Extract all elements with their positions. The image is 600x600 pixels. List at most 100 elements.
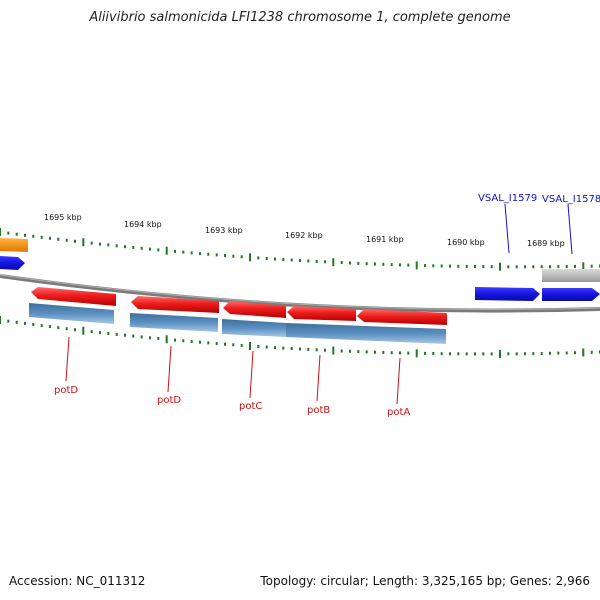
minor-tick: [557, 351, 560, 355]
minor-tick: [424, 264, 426, 268]
minor-tick: [157, 248, 160, 252]
minor-tick: [224, 254, 226, 257]
leader-potd-2: [167, 345, 172, 393]
minor-tick: [374, 262, 376, 266]
minor-tick: [307, 259, 310, 263]
minor-tick: [232, 343, 235, 347]
grey-gene-feature[interactable]: [542, 269, 600, 282]
gene-track-bar-4[interactable]: [286, 323, 446, 344]
minor-tick: [282, 346, 285, 350]
minor-tick: [540, 352, 543, 355]
minor-tick: [190, 251, 193, 255]
minor-tick: [74, 239, 76, 243]
minor-tick: [7, 231, 10, 235]
major-tick: [249, 253, 251, 262]
leader-potd-1: [65, 336, 70, 382]
gene-potb[interactable]: [287, 306, 356, 321]
minor-tick: [240, 255, 243, 259]
minor-tick: [515, 352, 518, 356]
genome-summary: Topology: circular; Length: 3,325,165 bp…: [260, 574, 590, 588]
minor-tick: [532, 265, 535, 269]
minor-tick: [107, 243, 110, 247]
minor-tick: [132, 334, 135, 338]
minor-tick: [482, 352, 485, 356]
minor-tick: [124, 245, 126, 249]
major-tick: [415, 261, 418, 270]
gene-pota[interactable]: [357, 309, 447, 325]
minor-tick: [324, 348, 326, 352]
minor-tick: [124, 333, 126, 337]
minor-tick: [365, 350, 368, 354]
minor-tick: [424, 351, 426, 355]
minor-tick: [524, 352, 526, 356]
major-tick: [582, 348, 585, 357]
minor-tick: [565, 351, 568, 355]
minor-tick: [7, 319, 10, 323]
minor-tick: [557, 265, 560, 269]
kbp-label: 1695 kbp: [44, 213, 82, 222]
gene-potd-1[interactable]: [31, 287, 116, 306]
minor-tick: [99, 242, 101, 246]
gene-label-potd-2: potD: [157, 395, 181, 406]
leader-pota: [396, 357, 401, 405]
gene-track-bar-1[interactable]: [29, 303, 114, 324]
leader-potb: [316, 354, 321, 402]
minor-tick: [207, 252, 210, 256]
minor-tick: [240, 343, 243, 347]
minor-tick: [282, 258, 285, 261]
minor-tick: [549, 351, 551, 355]
minor-tick: [199, 340, 201, 344]
minor-tick: [232, 254, 235, 258]
gene-potc[interactable]: [223, 301, 286, 318]
major-tick: [415, 349, 418, 358]
kbp-label: 1693 kbp: [205, 226, 243, 235]
orange-gene-feature[interactable]: [0, 238, 28, 252]
minor-tick: [474, 265, 476, 268]
minor-tick: [590, 350, 593, 354]
gene-label-vsal-i1579: VSAL_I1579: [478, 193, 537, 204]
minor-tick: [482, 265, 485, 269]
gene-label-potd-1: potD: [54, 385, 78, 396]
minor-tick: [457, 264, 460, 268]
minor-tick: [190, 340, 193, 343]
gene-track-bar-2[interactable]: [130, 313, 218, 332]
major-tick: [165, 246, 168, 255]
minor-tick: [149, 247, 151, 251]
minor-tick: [299, 347, 301, 351]
minor-tick: [157, 337, 160, 340]
minor-tick: [399, 351, 401, 355]
minor-tick: [274, 257, 276, 261]
minor-tick: [274, 346, 276, 350]
minor-tick: [65, 238, 68, 242]
minor-tick: [432, 352, 435, 355]
gene-label-potc: potC: [239, 401, 262, 412]
minor-tick: [182, 250, 185, 254]
minor-tick: [257, 345, 260, 348]
leader-vsal-i1578: [567, 203, 573, 255]
kbp-label: 1694 kbp: [124, 220, 162, 229]
major-tick: [82, 238, 85, 247]
minor-tick: [215, 253, 218, 257]
minor-tick: [49, 236, 51, 240]
major-tick: [499, 349, 501, 358]
minor-tick: [549, 265, 551, 269]
gene-track-bar-3[interactable]: [222, 319, 286, 337]
minor-tick: [182, 339, 185, 343]
gene-vsal-i1578[interactable]: [542, 288, 600, 301]
minor-tick: [15, 320, 18, 324]
minor-tick: [390, 351, 393, 355]
minor-tick: [440, 352, 443, 356]
blue-gene-feature-left[interactable]: [0, 256, 25, 270]
minor-tick: [465, 352, 468, 356]
minor-tick: [90, 241, 93, 245]
minor-tick: [57, 237, 60, 241]
minor-tick: [40, 235, 43, 239]
gene-potd-2[interactable]: [131, 296, 219, 313]
gene-vsal-i1579[interactable]: [475, 287, 540, 301]
minor-tick: [24, 321, 26, 325]
minor-tick: [315, 348, 318, 352]
major-tick: [332, 258, 335, 267]
minor-tick: [224, 342, 226, 346]
minor-tick: [307, 347, 310, 351]
